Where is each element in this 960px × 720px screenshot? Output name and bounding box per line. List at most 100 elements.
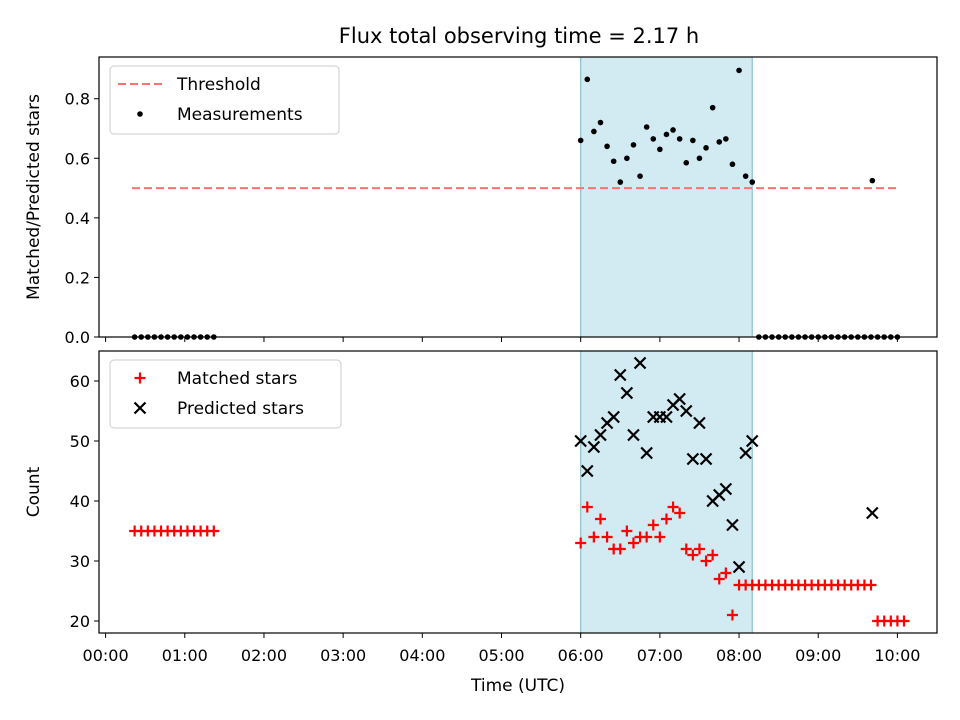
- predicted-star-point: [594, 428, 607, 442]
- axes-frame: [98, 350, 938, 634]
- predicted-star-point: [693, 416, 706, 430]
- measurement-point: [742, 173, 749, 179]
- matched-star-point: [687, 549, 699, 561]
- matched-star-point: [726, 609, 738, 621]
- legend-label: Threshold: [176, 75, 261, 95]
- measurement-point: [663, 131, 670, 138]
- measurement-point: [869, 177, 876, 184]
- measurement-point: [610, 158, 617, 165]
- predicted-star-point: [633, 356, 647, 370]
- legend-label: Predicted stars: [177, 399, 304, 419]
- measurement-point: [676, 136, 683, 142]
- matched-star-point: [627, 537, 639, 549]
- figure-title: Flux total observing time = 2.17 h: [339, 24, 699, 48]
- matched-star-point: [588, 531, 600, 543]
- y-tick-label: 0.8: [65, 90, 90, 109]
- y-tick-label: 50: [70, 432, 90, 451]
- legend-label: Measurements: [177, 105, 303, 125]
- legend-marker-measurements: [137, 111, 143, 117]
- predicted-star-point: [679, 404, 693, 418]
- top-panel: 0.0 0.2 0.4 0.6 0.8 Matched/Predicted stars Th…: [24, 56, 938, 347]
- x-tick-label: 01:00: [162, 646, 208, 665]
- matched-star-point: [680, 543, 692, 555]
- measurement-point: [604, 143, 610, 150]
- predicted-star-point: [627, 428, 640, 442]
- measurement-point: [723, 136, 729, 142]
- y-axis-label: Count: [24, 466, 44, 517]
- x-tick-label: 09:00: [795, 646, 841, 665]
- highlight-span: [580, 57, 753, 337]
- x-tick-label: 10:00: [874, 646, 920, 665]
- measurement-point: [683, 159, 690, 166]
- x-tick-label: 07:00: [637, 646, 683, 665]
- matched-star-point: [700, 555, 712, 567]
- matched-star-point: [674, 507, 686, 519]
- legend-marker-predicted: [133, 401, 147, 415]
- legend-box: [109, 359, 342, 429]
- x-tick-label: 03:00: [320, 646, 366, 665]
- predicted-star-point: [686, 452, 700, 466]
- measurement-point: [716, 139, 723, 145]
- legend-marker-matched: [134, 372, 146, 384]
- x-axis-label: Time (UTC): [470, 676, 565, 696]
- measurement-point: [736, 67, 742, 74]
- measurement-point: [643, 124, 650, 130]
- measurement-point: [630, 142, 637, 148]
- bottom-panel: 20 30 40 50 60 00:00 01:00 02:00 03:00 04:00 05:00…: [24, 350, 938, 696]
- y-tick-label: 0.6: [65, 149, 90, 168]
- measurement-point: [749, 179, 756, 185]
- measurement-point: [696, 155, 703, 162]
- y-tick-label: 40: [70, 492, 90, 511]
- matched-star-point: [614, 543, 626, 555]
- predicted-star-point: [660, 410, 673, 424]
- y-tick-label: 0.2: [65, 268, 90, 287]
- matched-star-point: [713, 573, 725, 585]
- measurement-point: [624, 155, 630, 162]
- predicted-star-point: [732, 560, 746, 574]
- predicted-star-point: [607, 410, 620, 424]
- y-tick-label: 60: [70, 372, 90, 391]
- measurement-point: [703, 145, 709, 151]
- matched-star-point: [581, 501, 593, 513]
- measurement-point: [709, 104, 716, 111]
- predicted-star-point: [726, 518, 739, 532]
- matched-star-point: [693, 543, 705, 555]
- y-tick-label: 0.0: [65, 328, 90, 347]
- matched-star-point: [594, 513, 606, 525]
- x-tick-label: 08:00: [716, 646, 762, 665]
- measurement-point: [670, 127, 676, 133]
- legend: Threshold Measurements: [109, 65, 340, 135]
- measurement-point: [729, 161, 736, 168]
- matched-star-point: [667, 501, 679, 513]
- predicted-star-point: [866, 506, 879, 520]
- predicted-star-point: [745, 434, 759, 448]
- matched-star-point: [647, 519, 659, 531]
- x-tick-label: 04:00: [399, 646, 445, 665]
- matched-star-point: [707, 549, 719, 561]
- matched-star-point: [601, 531, 613, 543]
- predicted-star-point: [574, 434, 587, 448]
- x-tick-label: 00:00: [83, 646, 129, 665]
- matched-star-point: [641, 531, 653, 543]
- y-tick-label: 20: [70, 612, 90, 631]
- predicted-star-point: [620, 386, 634, 400]
- legend-label: Matched stars: [177, 369, 297, 389]
- predicted-star-point: [587, 440, 601, 454]
- measurement-point: [690, 137, 696, 144]
- predicted-star-point: [719, 482, 733, 496]
- y-axis-label: Matched/Predicted stars: [24, 94, 44, 300]
- matched-star-point: [621, 525, 633, 537]
- predicted-star-point: [640, 446, 653, 460]
- measurement-point: [650, 136, 657, 142]
- highlight-span: [580, 351, 753, 633]
- measurement-point: [584, 76, 591, 83]
- measurement-point: [597, 119, 604, 126]
- predicted-star-point: [673, 392, 686, 406]
- predicted-star-point: [699, 452, 713, 466]
- y-tick-label: 0.4: [65, 209, 90, 228]
- matched-star-point: [660, 513, 672, 525]
- legend: Matched stars Predicted stars: [109, 359, 342, 429]
- matched-star-point: [865, 579, 877, 591]
- predicted-star-point: [581, 464, 594, 478]
